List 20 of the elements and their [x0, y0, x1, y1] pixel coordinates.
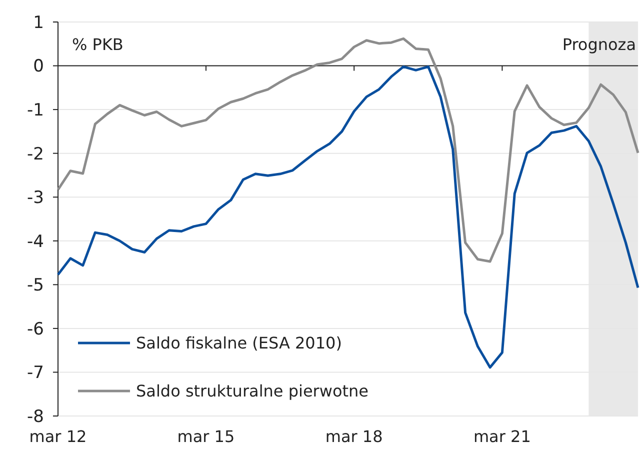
y-axis-title: % PKB: [72, 35, 124, 54]
legend-label: Saldo strukturalne pierwotne: [136, 382, 368, 401]
y-tick-label: 1: [33, 12, 44, 33]
line-series: [56, 65, 640, 369]
y-tick-label: -6: [27, 319, 44, 340]
y-tick-label: -8: [27, 406, 44, 427]
line-series: [56, 37, 640, 263]
x-tick-label: mar 18: [325, 427, 383, 446]
legend-label: Saldo fiskalne (ESA 2010): [136, 334, 342, 353]
y-tick-label: -2: [27, 144, 44, 164]
x-tick-label: mar 15: [177, 427, 235, 446]
y-tick-label: -1: [27, 100, 44, 121]
y-tick-label: -3: [27, 188, 44, 208]
x-tick-label: mar 21: [473, 427, 531, 446]
x-tick-label: mar 12: [29, 427, 87, 446]
y-tick-label: -5: [27, 276, 44, 296]
y-tick-label: 0: [33, 56, 44, 77]
y-tick-label: -7: [27, 363, 44, 384]
band-label: Prognoza: [562, 35, 636, 54]
y-tick-label: -4: [27, 232, 44, 252]
